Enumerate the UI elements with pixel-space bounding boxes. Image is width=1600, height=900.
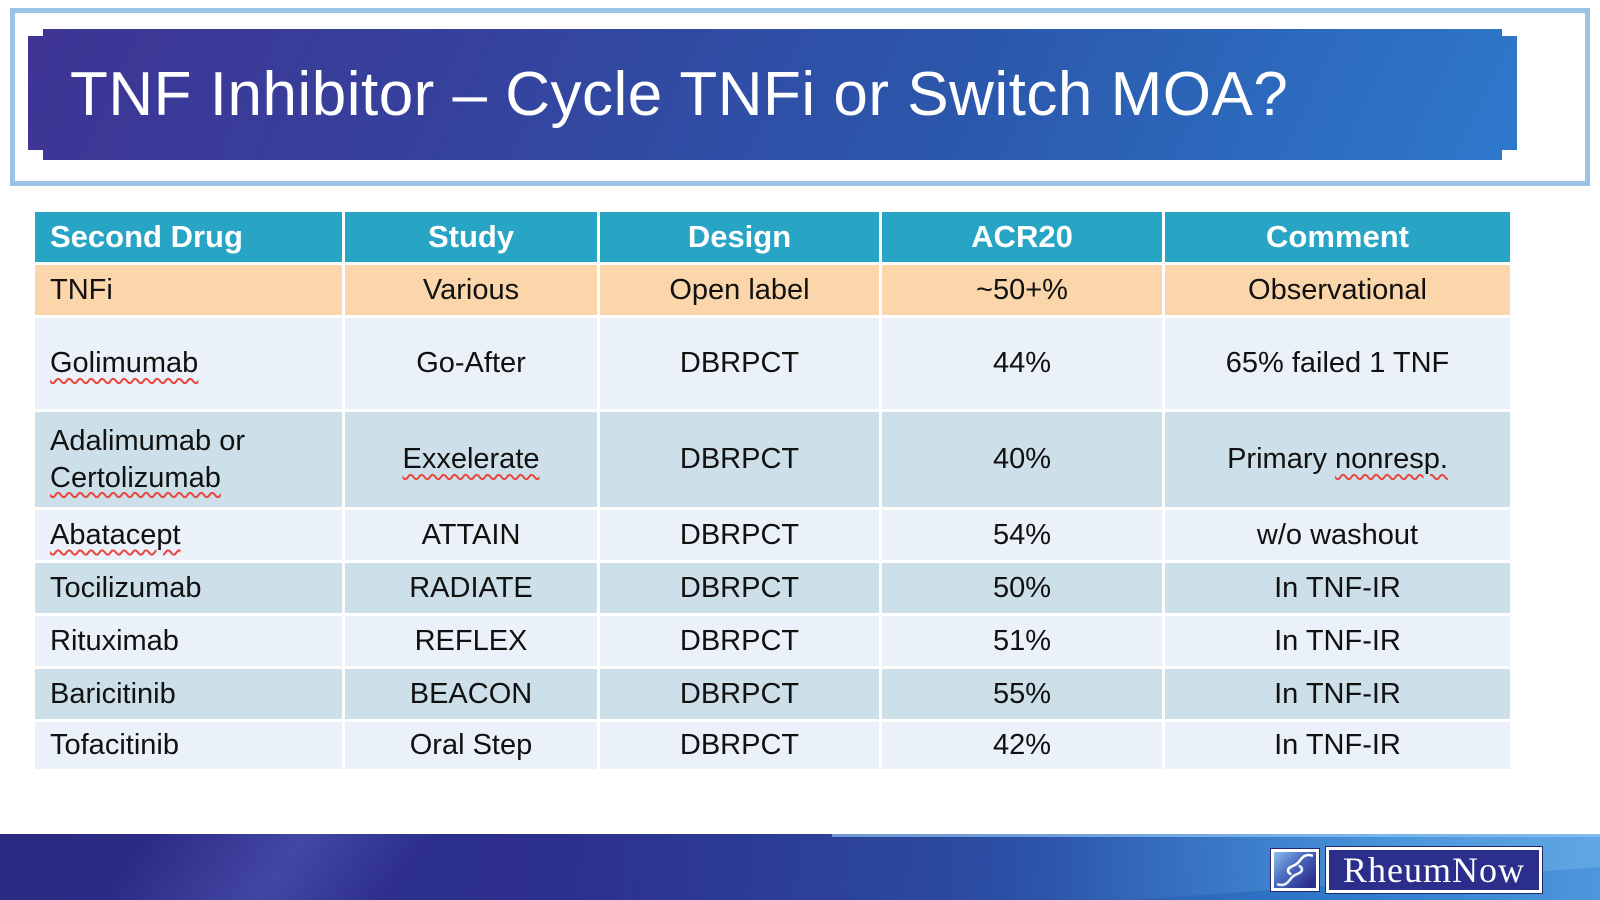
table-row: Tocilizumab RADIATE DBRPCT 50% In TNF-IR bbox=[35, 563, 1513, 616]
table-cell: DBRPCT bbox=[600, 510, 882, 563]
table-cell: Tocilizumab bbox=[35, 563, 345, 616]
table-cell: Abatacept bbox=[35, 510, 345, 563]
bracket-notch bbox=[28, 150, 43, 160]
table-row: Abatacept ATTAIN DBRPCT 54% w/o washout bbox=[35, 510, 1513, 563]
table-cell: DBRPCT bbox=[600, 669, 882, 722]
table-cell: Baricitinib bbox=[35, 669, 345, 722]
table-cell: DBRPCT bbox=[600, 616, 882, 669]
table-cell: Adalimumab or Certolizumab bbox=[35, 412, 345, 510]
table-cell: RADIATE bbox=[345, 563, 600, 616]
table-cell: Observational bbox=[1165, 265, 1513, 318]
table-body: TNFi Various Open label ~50+% Observational G… bbox=[35, 265, 1513, 772]
table-cell: Exxelerate bbox=[345, 412, 600, 510]
page-title: TNF Inhibitor – Cycle TNFi or Switch MOA… bbox=[70, 60, 1289, 129]
table-cell: 54% bbox=[882, 510, 1165, 563]
table-cell: 51% bbox=[882, 616, 1165, 669]
table-header-row: Second Drug Study Design ACR20 Comment bbox=[35, 212, 1513, 265]
logo-text-box: RheumNow bbox=[1325, 846, 1543, 894]
table-row: Adalimumab or Certolizumab Exxelerate DBRPC… bbox=[35, 412, 1513, 510]
bracket-notch bbox=[28, 29, 43, 36]
table-cell: Primary nonresp. bbox=[1165, 412, 1513, 510]
table-row: Baricitinib BEACON DBRPCT 55% In TNF-IR bbox=[35, 669, 1513, 722]
table-cell: In TNF-IR bbox=[1165, 669, 1513, 722]
table-cell: ~50+% bbox=[882, 265, 1165, 318]
slide-title-box: TNF Inhibitor – Cycle TNFi or Switch MOA… bbox=[28, 29, 1517, 160]
results-table: Second Drug Study Design ACR20 Comment TNFi V… bbox=[35, 212, 1513, 772]
title-frame: TNF Inhibitor – Cycle TNFi or Switch MOA… bbox=[10, 8, 1590, 186]
table-cell: Tofacitinib bbox=[35, 722, 345, 772]
joint-icon bbox=[1276, 853, 1314, 887]
table-row: Golimumab Go-After DBRPCT 44% 65% failed 1 T… bbox=[35, 318, 1513, 412]
table-cell: DBRPCT bbox=[600, 318, 882, 412]
table-cell: ATTAIN bbox=[345, 510, 600, 563]
column-header: Study bbox=[345, 212, 600, 265]
table-cell: DBRPCT bbox=[600, 722, 882, 772]
table-row: Tofacitinib Oral Step DBRPCT 42% In TNF-IR bbox=[35, 722, 1513, 772]
table-cell: DBRPCT bbox=[600, 412, 882, 510]
table-cell: 55% bbox=[882, 669, 1165, 722]
table-cell: Golimumab bbox=[35, 318, 345, 412]
table-cell: Rituximab bbox=[35, 616, 345, 669]
rheumnow-logo: RheumNow bbox=[1270, 846, 1543, 894]
table-cell: In TNF-IR bbox=[1165, 722, 1513, 772]
table-cell: 44% bbox=[882, 318, 1165, 412]
table-cell: In TNF-IR bbox=[1165, 616, 1513, 669]
logo-icon-box bbox=[1270, 848, 1320, 892]
table-cell: w/o washout bbox=[1165, 510, 1513, 563]
table-cell: 40% bbox=[882, 412, 1165, 510]
table-cell: TNFi bbox=[35, 265, 345, 318]
column-header: Comment bbox=[1165, 212, 1513, 265]
table-cell: Various bbox=[345, 265, 600, 318]
bracket-notch bbox=[1502, 150, 1517, 160]
table-cell: In TNF-IR bbox=[1165, 563, 1513, 616]
column-header: Second Drug bbox=[35, 212, 345, 265]
logo-text: RheumNow bbox=[1343, 850, 1525, 890]
table-cell: BEACON bbox=[345, 669, 600, 722]
column-header: ACR20 bbox=[882, 212, 1165, 265]
table-cell: 42% bbox=[882, 722, 1165, 772]
table-row: Rituximab REFLEX DBRPCT 51% In TNF-IR bbox=[35, 616, 1513, 669]
band-swoosh bbox=[0, 834, 735, 900]
bracket-notch bbox=[1502, 29, 1517, 36]
table-cell: 65% failed 1 TNF bbox=[1165, 318, 1513, 412]
table-cell: Open label bbox=[600, 265, 882, 318]
table-cell: 50% bbox=[882, 563, 1165, 616]
column-header: Design bbox=[600, 212, 882, 265]
table-cell: Go-After bbox=[345, 318, 600, 412]
table-cell: Oral Step bbox=[345, 722, 600, 772]
table-row: TNFi Various Open label ~50+% Observational bbox=[35, 265, 1513, 318]
table-cell: DBRPCT bbox=[600, 563, 882, 616]
table-cell: REFLEX bbox=[345, 616, 600, 669]
